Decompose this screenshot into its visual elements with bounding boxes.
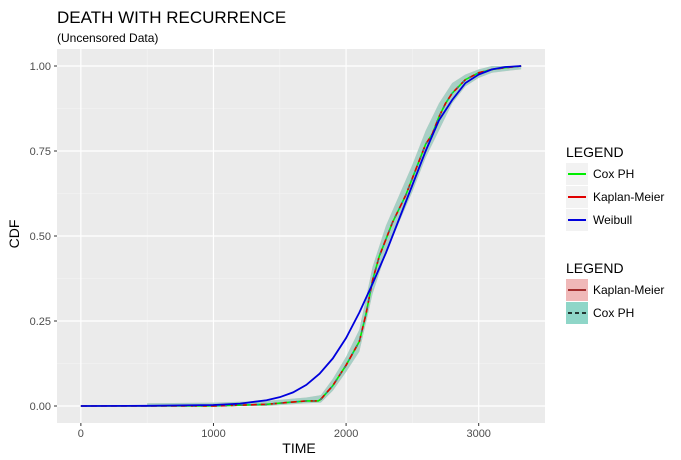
y-tick-label: 0.75 — [30, 146, 51, 158]
chart-title: DEATH WITH RECURRENCE — [57, 8, 286, 27]
x-tick-label: 0 — [78, 428, 84, 440]
legend-title: LEGEND — [566, 144, 624, 160]
x-tick-label: 1000 — [201, 428, 225, 440]
legend-title: LEGEND — [566, 260, 624, 276]
legend-lines: LEGEND Cox PH Kaplan-Meier Weibull — [566, 144, 664, 231]
x-axis-title: TIME — [282, 440, 315, 456]
legend-label-band-kaplan-meier: Kaplan-Meier — [593, 283, 664, 297]
series-line-cox-ph-dashed — [80, 65, 522, 407]
legend-label-weibull: Weibull — [593, 213, 632, 227]
legend-label-cox-ph: Cox PH — [593, 167, 634, 181]
y-tick-label: 1.00 — [30, 61, 51, 73]
confidence-bands — [147, 66, 522, 406]
x-tick-label: 2000 — [334, 428, 358, 440]
x-axis-ticks: 0 1000 2000 3000 — [78, 423, 491, 440]
legend-label-kaplan-meier: Kaplan-Meier — [593, 190, 664, 204]
legend-label-band-cox-ph: Cox PH — [593, 306, 634, 320]
y-axis-ticks: 0.00 0.25 0.50 0.75 1.00 — [30, 61, 57, 413]
legend-bands: LEGEND Kaplan-Meier Cox PH — [566, 260, 664, 324]
y-tick-label: 0.50 — [30, 231, 51, 243]
y-axis-title: CDF — [6, 220, 22, 249]
chart-subtitle: (Uncensored Data) — [57, 31, 158, 45]
y-tick-label: 0.25 — [30, 316, 51, 328]
x-tick-label: 3000 — [466, 428, 490, 440]
series-lines — [80, 65, 522, 407]
series-line-weibull — [80, 65, 522, 407]
y-tick-label: 0.00 — [30, 401, 51, 413]
band-cox-ph — [147, 66, 522, 406]
